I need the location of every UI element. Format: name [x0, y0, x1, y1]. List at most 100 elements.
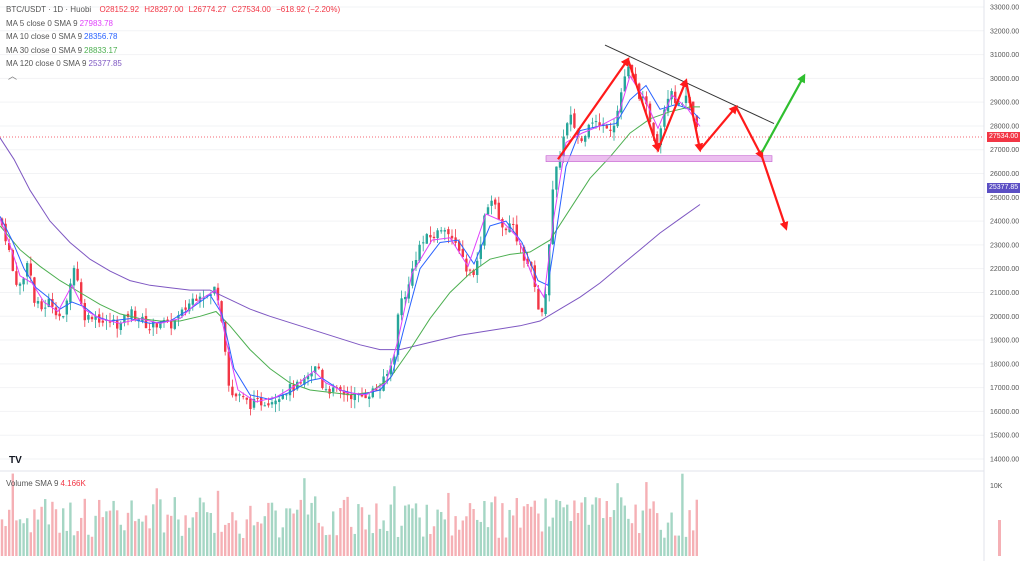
candle-body	[267, 403, 270, 406]
volume-bar	[288, 508, 292, 556]
volume-bar	[634, 504, 637, 556]
candle-body	[314, 366, 317, 373]
volume-axis-tick: 10K	[990, 483, 1003, 490]
candle-body	[605, 125, 608, 129]
candle-body	[119, 322, 122, 331]
candle-body	[663, 109, 666, 127]
volume-bar	[54, 509, 58, 556]
symbol-row[interactable]: BTC/USDT · 1D · Huobi O28152.92 H28297.0…	[6, 3, 340, 17]
annotations	[545, 44, 806, 231]
ma-line	[0, 137, 701, 351]
candle-body	[130, 309, 133, 319]
candle-body	[256, 398, 259, 400]
volume-bar	[148, 528, 151, 556]
green-arrow	[761, 73, 806, 153]
volume-bar	[126, 512, 130, 556]
candle-body	[274, 400, 277, 405]
volume-bar	[234, 520, 238, 556]
price-axis-tick: 24000.00	[990, 219, 1019, 226]
candle-body	[573, 113, 576, 128]
volume-bar	[195, 511, 198, 556]
candle-body	[33, 277, 36, 303]
candle-body	[526, 259, 529, 264]
volume-bar	[324, 535, 328, 556]
price-axis-tick: 15000.00	[990, 433, 1019, 440]
volume-bar	[170, 515, 173, 556]
candle-body	[623, 76, 626, 92]
volume-bar	[15, 520, 18, 556]
ohlc-open: O28152.92	[99, 5, 140, 14]
volume-bar	[998, 520, 1001, 556]
volume-bar	[134, 521, 137, 556]
volume-bar	[245, 519, 248, 556]
price-axis[interactable]: 14000.00 15000.00 16000.00 17000.00 18000.00…	[990, 5, 1019, 464]
candle-body	[609, 129, 612, 131]
indicator-ma5[interactable]: MA 5 close 0 SMA 9 27983.78	[6, 17, 340, 31]
volume-bar	[440, 511, 443, 556]
candle-body	[65, 300, 68, 315]
candle-body	[353, 393, 356, 401]
volume-bar	[641, 510, 644, 556]
volume-bar	[620, 497, 623, 556]
candle-body	[620, 92, 623, 113]
candle-body	[551, 189, 554, 245]
support-zone	[545, 155, 773, 162]
volume-bar	[555, 499, 558, 556]
volume-bar	[490, 502, 493, 556]
volume-bar	[580, 502, 583, 556]
candle-body	[54, 307, 58, 316]
candle-body	[483, 215, 486, 246]
candle-body	[342, 390, 346, 395]
volume-bar	[364, 529, 367, 556]
candle-body	[591, 122, 594, 124]
candle-body	[83, 302, 86, 321]
indicator-ma30[interactable]: MA 30 close 0 SMA 9 28833.17	[6, 44, 340, 58]
volume-bar	[566, 504, 569, 556]
price-axis-tick: 26000.00	[990, 171, 1019, 178]
collapse-legend-icon[interactable]: ︿	[8, 71, 18, 81]
candle-body	[512, 223, 515, 225]
candle-body	[288, 384, 292, 396]
candle-body	[486, 207, 490, 215]
volume-bar	[605, 501, 608, 556]
volume-legend[interactable]: Volume SMA 9 4.166K	[6, 479, 86, 488]
volume-bar	[368, 514, 371, 556]
candle-body	[339, 386, 342, 392]
candle-body	[598, 122, 601, 127]
volume-bar	[638, 533, 641, 556]
candle-body	[18, 283, 22, 286]
candle-body	[26, 263, 29, 277]
indicator-ma120[interactable]: MA 120 close 0 SMA 9 25377.85	[6, 57, 340, 71]
volume-bar	[69, 502, 72, 556]
volume-bar	[72, 535, 76, 556]
indicator-ma10[interactable]: MA 10 close 0 SMA 9 28356.78	[6, 30, 340, 44]
volume-bar	[144, 515, 148, 556]
volume-bar	[425, 504, 428, 556]
price-axis-tick: 33000.00	[990, 5, 1019, 12]
price-axis-tick: 23000.00	[990, 242, 1019, 249]
volume-bar	[29, 532, 32, 556]
candle-body	[134, 310, 137, 320]
volume-bar	[191, 517, 194, 556]
volume-bar	[263, 516, 266, 556]
volume-bar	[544, 498, 547, 556]
price-axis-tick: 17000.00	[990, 385, 1019, 392]
red-arrow	[760, 156, 789, 231]
volume-bar	[332, 511, 335, 556]
candle-body	[40, 301, 43, 310]
candle-body	[227, 351, 230, 386]
volume-bar	[303, 478, 306, 556]
volume-bar	[90, 536, 94, 556]
volume-bar	[461, 520, 464, 556]
candle-body	[8, 243, 11, 250]
volume-bar	[573, 500, 576, 556]
candle-body	[285, 394, 288, 396]
volume-bar	[342, 499, 346, 556]
volume-bar	[400, 525, 403, 556]
volume-bar	[252, 525, 256, 556]
volume-bar	[447, 492, 450, 556]
candlesticks	[0, 58, 698, 416]
red-arrow	[699, 104, 738, 151]
candle-body	[490, 200, 493, 206]
